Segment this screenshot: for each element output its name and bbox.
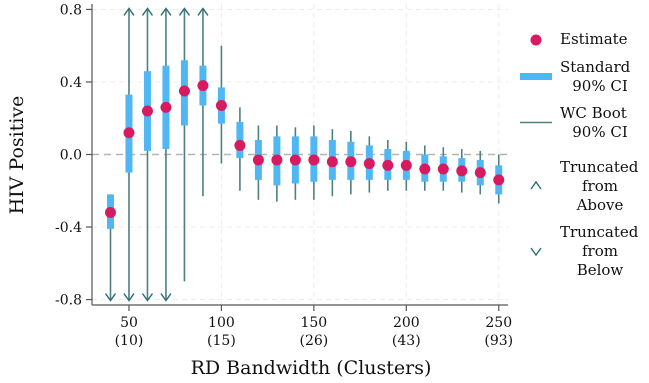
estimate-point: [215, 100, 227, 112]
x-tick-label: 150: [300, 315, 327, 331]
truncated-below-marker: [104, 293, 117, 302]
y-tick-label: 0.8: [60, 2, 82, 18]
estimate-point: [160, 101, 172, 113]
estimate-point: [197, 80, 209, 92]
axes: 0.8 0.4 0.0 -0.4 -0.8 50 (10) 100 (15) 150 (26) 200…: [55, 2, 513, 349]
x-tick-label: 100: [208, 315, 235, 331]
x-tick-label: 250: [485, 315, 512, 331]
estimate-point: [141, 105, 153, 117]
estimate-point: [252, 154, 264, 166]
legend-label: Below: [577, 261, 624, 279]
estimate-point: [308, 154, 320, 166]
estimate-point: [456, 165, 468, 177]
x-tick-sublabel: (15): [207, 333, 236, 349]
legend-label: WC Boot: [560, 104, 627, 122]
y-tick-label: 0.4: [60, 75, 82, 91]
standard-ci-bars: [106, 60, 503, 229]
truncated-above-marker: [160, 7, 172, 16]
truncated-above-marker: [141, 7, 154, 16]
legend-estimate-symbol: [530, 34, 542, 46]
truncation-markers: [104, 7, 209, 302]
legend-label: Truncated: [560, 158, 639, 176]
estimate-points: [104, 80, 505, 219]
estimate-point: [419, 163, 431, 175]
estimate-point: [123, 127, 135, 139]
x-tick-sublabel: (93): [484, 333, 513, 349]
legend-label: Truncated: [560, 223, 639, 241]
legend-label: Above: [576, 196, 624, 214]
truncated-above-marker: [178, 7, 191, 16]
legend-label: 90% CI: [572, 77, 628, 95]
x-tick-sublabel: (43): [392, 333, 421, 349]
truncated-below-marker: [141, 293, 154, 302]
estimate-point: [400, 159, 412, 171]
x-tick-label: 200: [393, 315, 420, 331]
estimate-point: [363, 158, 375, 170]
y-tick-label: -0.4: [55, 220, 82, 236]
legend-label: Standard: [560, 58, 631, 76]
estimate-point: [234, 139, 246, 151]
truncated-above-marker: [197, 7, 209, 16]
legend-label: from: [582, 177, 618, 195]
x-tick-label: 50: [120, 315, 138, 331]
estimate-point: [178, 85, 190, 97]
estimate-point: [104, 207, 116, 219]
estimate-point: [289, 154, 301, 166]
estimate-point: [474, 167, 486, 179]
estimate-point: [437, 163, 449, 175]
y-tick-label: -0.8: [55, 293, 82, 309]
x-axis-title: RD Bandwidth (Clusters): [191, 357, 432, 379]
x-tick-sublabel: (26): [299, 333, 328, 349]
x-tick-sublabel: (10): [115, 333, 144, 349]
estimate-point: [345, 156, 357, 168]
y-axis-title: HIV Positive: [6, 96, 28, 215]
grid-lines: [92, 4, 508, 305]
estimate-point: [326, 156, 338, 168]
estimate-point: [493, 174, 505, 186]
truncated-below-marker: [530, 247, 542, 257]
estimate-point: [271, 154, 283, 166]
legend-label: 90% CI: [572, 123, 628, 141]
estimate-point: [382, 159, 394, 171]
y-tick-label: 0.0: [60, 148, 82, 164]
legend-label: Estimate: [560, 30, 628, 48]
legend-label: from: [582, 242, 618, 260]
truncated-below-marker: [123, 293, 135, 302]
truncated-above-marker: [530, 180, 542, 190]
truncated-below-marker: [160, 293, 172, 302]
truncated-above-marker: [123, 7, 135, 16]
